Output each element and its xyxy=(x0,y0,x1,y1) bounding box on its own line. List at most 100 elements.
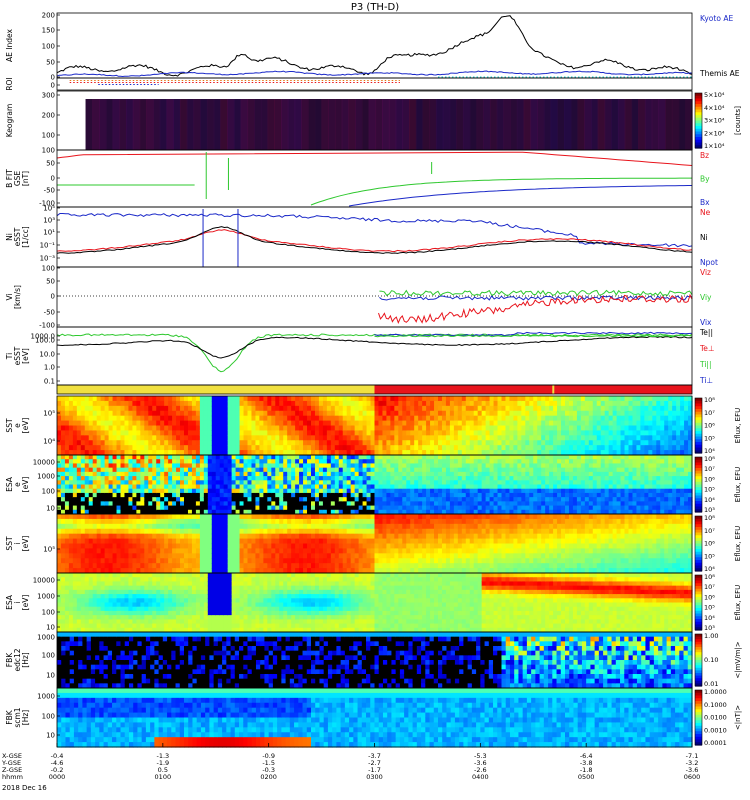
spectrogram-cell xyxy=(374,505,380,511)
spectrogram-cell xyxy=(314,420,320,427)
spectrogram-cell xyxy=(215,492,221,498)
spectrogram-cell xyxy=(382,484,388,490)
spectrogram-cell xyxy=(600,430,606,436)
spectrogram-cell xyxy=(60,492,66,498)
spectrogram-cell xyxy=(473,488,479,494)
spectrogram-cell xyxy=(430,488,435,494)
spectrogram-cell xyxy=(668,492,673,498)
spectrogram-cell xyxy=(330,440,336,446)
spectrogram-cell xyxy=(144,538,149,545)
spectrogram-cell xyxy=(640,440,645,446)
spectrogram-cell xyxy=(84,463,90,469)
spectrogram-cell xyxy=(612,463,618,469)
spectrogram-cell xyxy=(144,533,149,540)
spectrogram-cell xyxy=(680,509,685,515)
spectrogram-cell xyxy=(565,455,570,460)
spectrogram-cell xyxy=(307,505,312,511)
spectrogram-cell xyxy=(537,501,542,507)
spectrogram-cell xyxy=(259,568,264,574)
spectrogram-cell xyxy=(382,476,388,481)
spectrogram-cell xyxy=(239,435,245,441)
spectrogram-cell xyxy=(410,505,415,511)
spectrogram-cell xyxy=(525,497,530,502)
spectrogram-cell xyxy=(267,471,272,477)
spectrogram-cell xyxy=(307,509,312,515)
spectrogram-cell xyxy=(219,509,225,515)
spectrogram-cell xyxy=(485,492,491,498)
spectrogram-cell xyxy=(176,420,181,427)
spectrogram-cell xyxy=(64,528,70,535)
spectrogram-cell xyxy=(176,476,181,481)
spectrogram-cell xyxy=(541,455,546,460)
spectrogram-cell xyxy=(576,467,582,473)
spectrogram-cell xyxy=(314,459,320,465)
spectrogram-cell xyxy=(652,400,657,407)
spectrogram-cell xyxy=(453,455,459,460)
spectrogram-cell xyxy=(505,480,511,486)
spectrogram-cell xyxy=(350,445,356,451)
spectrogram-cell xyxy=(80,543,86,550)
spectrogram-cell xyxy=(176,467,181,473)
spectrogram-cell xyxy=(68,450,74,456)
spectrogram-cell xyxy=(191,396,197,402)
spectrogram-cell xyxy=(354,467,360,473)
spectrogram-cell xyxy=(140,410,145,417)
spectrogram-cell xyxy=(259,420,264,427)
spectrogram-cell xyxy=(72,425,78,432)
spectrogram-cell xyxy=(275,430,280,436)
spectrogram-cell xyxy=(517,505,522,511)
spectrogram-cell xyxy=(620,410,626,417)
spectrogram-cell xyxy=(140,497,145,502)
spectrogram-cell xyxy=(414,484,419,490)
spectrogram-cell xyxy=(402,488,407,494)
spectrogram-cell xyxy=(596,492,602,498)
spectrogram-cell xyxy=(529,430,534,436)
spectrogram-cell xyxy=(267,518,272,525)
spectrogram-cell xyxy=(370,492,376,498)
spectrogram-cell xyxy=(299,415,304,422)
spectrogram-cell xyxy=(612,405,618,412)
spectrogram-cell xyxy=(239,488,245,494)
spectrogram-cell xyxy=(501,488,507,494)
spectrogram-cell xyxy=(140,538,145,545)
spectrogram-cell xyxy=(322,415,328,422)
spectrogram-cell xyxy=(303,476,308,481)
spectrogram-cell xyxy=(410,400,415,407)
spectrogram-cell xyxy=(517,435,522,441)
spectrogram-cell xyxy=(628,480,634,486)
spectrogram-cell xyxy=(584,396,590,402)
spectrogram-cell xyxy=(557,484,562,490)
spectrogram-cell xyxy=(449,430,455,436)
spectrogram-cell xyxy=(60,440,66,446)
spectrogram-cell xyxy=(211,523,217,530)
spectrogram-cell xyxy=(152,400,157,407)
spectrogram-cell xyxy=(128,553,134,559)
spectrogram-cell xyxy=(541,480,546,486)
spectrogram-cell xyxy=(326,420,332,427)
spectrogram-cell xyxy=(485,480,491,486)
keogram-column xyxy=(382,99,390,150)
spectrogram-cell xyxy=(227,405,233,412)
keogram-column xyxy=(220,99,228,150)
spectrogram-cell xyxy=(430,463,435,469)
spectrogram-cell xyxy=(279,420,284,427)
spectrogram-cell xyxy=(72,563,78,569)
spectrogram-cell xyxy=(422,467,427,473)
spectrogram-cell xyxy=(541,484,546,490)
spectrogram-cell xyxy=(485,463,491,469)
spectrogram-cell xyxy=(545,410,550,417)
spectrogram-cell xyxy=(441,405,447,412)
spectrogram-cell xyxy=(136,492,141,498)
spectrogram-cell xyxy=(96,450,102,456)
spectrogram-cell xyxy=(176,563,181,569)
spectrogram-cell xyxy=(247,558,253,564)
spectrogram-cell xyxy=(414,430,419,436)
spectrogram-cell xyxy=(624,471,630,477)
spectrogram-cell xyxy=(172,558,177,564)
spectrogram-cell xyxy=(350,492,356,498)
spectrogram-cell xyxy=(124,420,130,427)
spectrogram-cell xyxy=(632,501,638,507)
spectrogram-cell xyxy=(180,497,185,502)
spectrogram-cell xyxy=(203,445,209,451)
spectrogram-cell xyxy=(350,497,356,502)
